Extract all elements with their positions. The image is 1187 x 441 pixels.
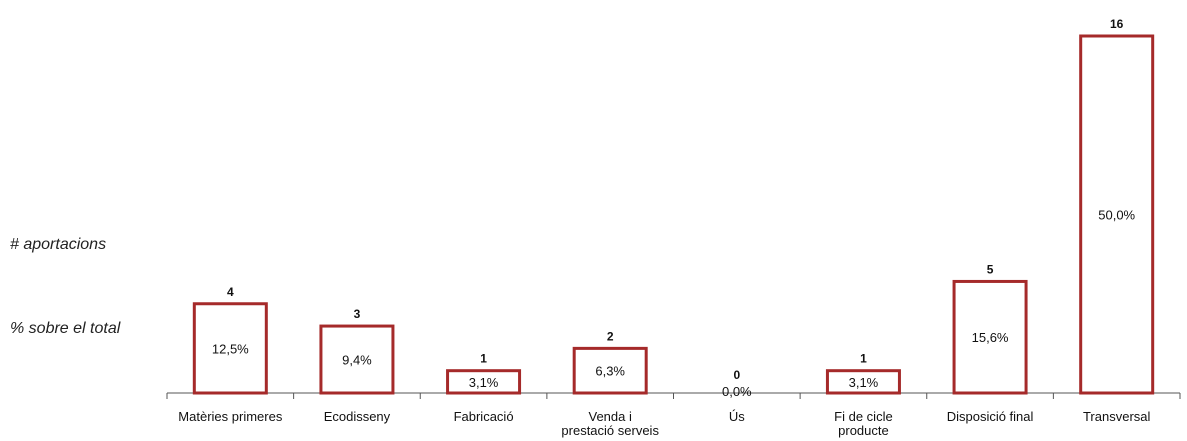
bar (952, 279, 1028, 395)
bar (446, 369, 522, 395)
x-tick-label: Venda i (589, 409, 632, 424)
bar-count-label: 1 (860, 352, 867, 366)
bar-count-label: 0 (733, 368, 740, 382)
bar-count-label: 1 (480, 352, 487, 366)
bar-count-label: 5 (987, 262, 994, 276)
bar-percent-label: 6,3% (595, 364, 625, 379)
bar-count-label: 2 (607, 329, 614, 343)
bar-percent-label: 0,0% (722, 384, 752, 399)
bar (192, 302, 268, 395)
bar-percent-label: 9,4% (342, 353, 372, 368)
bar-count-label: 4 (227, 285, 234, 299)
x-tick-label: Ús (729, 409, 745, 424)
legend-percent-label: % sobre el total (10, 320, 121, 337)
bar-percent-label: 50,0% (1098, 208, 1135, 223)
bar (572, 346, 648, 395)
x-tick-label: Ecodisseny (324, 409, 391, 424)
bar-percent-label: 15,6% (972, 330, 1009, 345)
x-tick-label: Transversal (1083, 409, 1151, 424)
x-tick-label: Fi de cicle (834, 409, 893, 424)
x-tick-label: Disposició final (947, 409, 1034, 424)
x-tick-label: Matèries primeres (178, 409, 283, 424)
bar (1079, 34, 1155, 395)
x-tick-label: Fabricació (454, 409, 514, 424)
legend-count-label: # aportacions (10, 236, 107, 253)
bar-count-label: 3 (354, 307, 361, 321)
bar-percent-label: 12,5% (212, 341, 249, 356)
x-tick-label: prestació serveis (561, 423, 659, 438)
x-tick-label: producte (838, 423, 889, 438)
bar-count-label: 16 (1110, 17, 1124, 31)
bar (825, 369, 901, 395)
bar (319, 324, 395, 395)
bar-percent-label: 3,1% (849, 375, 879, 390)
bar-percent-label: 3,1% (469, 375, 499, 390)
